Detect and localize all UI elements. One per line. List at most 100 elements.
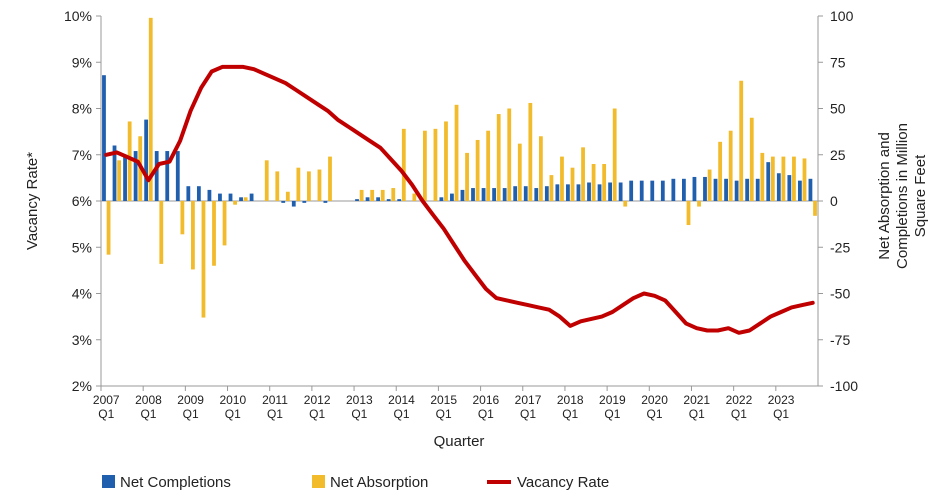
net-absorption-bar [591, 164, 596, 201]
net-completions-bar [797, 180, 802, 201]
x-tick-quarter-label: Q1 [183, 407, 199, 421]
net-completions-bar [291, 201, 296, 207]
x-tick-year-label: 2016 [473, 393, 500, 407]
net-completions-bar [597, 184, 602, 201]
net-completions-bar [534, 188, 539, 201]
net-completions-bar [228, 193, 233, 201]
net-absorption-bar [243, 197, 248, 201]
net-absorption-bar [191, 201, 195, 270]
x-tick-year-label: 2020 [641, 393, 668, 407]
y-right-tick-label: 25 [830, 147, 846, 163]
legend-swatch-net-completions [102, 475, 115, 488]
net-completions-bar [165, 151, 170, 201]
net-absorption-bar [222, 201, 227, 246]
net-completions-bar [745, 178, 750, 201]
net-absorption-bar [686, 201, 691, 226]
net-absorption-bar [264, 160, 269, 201]
net-completions-bar [323, 201, 328, 203]
x-tick-quarter-label: Q1 [140, 407, 156, 421]
y-left-tick-label: 3% [72, 332, 92, 348]
net-completions-bar [587, 182, 591, 201]
x-tick-year-label: 2022 [726, 393, 753, 407]
net-absorption-bar [307, 171, 311, 201]
net-completions-bar [566, 184, 570, 201]
net-completions-bar [175, 151, 180, 201]
x-tick-quarter-label: Q1 [562, 407, 578, 421]
legend-swatch-net-absorption [312, 475, 325, 488]
x-tick-quarter-label: Q1 [393, 407, 409, 421]
net-completions-bar [355, 199, 359, 201]
x-tick-quarter-label: Q1 [689, 407, 705, 421]
x-tick-year-label: 2018 [557, 393, 584, 407]
net-absorption-bar [581, 147, 585, 201]
x-tick-quarter-label: Q1 [731, 407, 747, 421]
net-completions-bar [660, 180, 665, 201]
y-right-tick-label: 100 [830, 8, 854, 24]
y-left-tick-label: 9% [72, 54, 92, 70]
net-absorption-bar [486, 130, 491, 201]
net-completions-bar [608, 182, 612, 201]
net-absorption-bar [697, 201, 701, 207]
net-completions-bar [460, 189, 465, 201]
x-tick-quarter-label: Q1 [225, 407, 241, 421]
x-tick-year-label: 2017 [515, 393, 542, 407]
x-tick-quarter-label: Q1 [604, 407, 620, 421]
net-absorption-bar [528, 102, 533, 201]
x-tick-year-label: 2014 [388, 393, 415, 407]
x-tick-quarter-label: Q1 [351, 407, 367, 421]
y-axis-right-title-line-2: Completions in Million [894, 123, 911, 269]
x-tick-year-label: 2013 [346, 393, 373, 407]
net-completions-bar [144, 119, 149, 201]
x-tick-year-label: 2012 [304, 393, 331, 407]
y-left-tick-label: 6% [72, 193, 92, 209]
net-completions-bar [639, 180, 644, 201]
net-completions-bar [544, 186, 549, 201]
net-absorption-bar [444, 121, 448, 201]
line-layer [104, 64, 815, 335]
net-absorption-bar [296, 167, 301, 201]
net-completions-bar [123, 154, 127, 201]
net-absorption-bar [602, 164, 607, 201]
net-absorption-bar [159, 201, 164, 264]
net-absorption-bar [285, 191, 290, 201]
net-completions-bar [650, 180, 655, 201]
net-completions-bar [471, 188, 475, 201]
y-axis-right-title-line-1: Net Absorption and [876, 132, 893, 260]
net-absorption-bar [370, 189, 375, 201]
net-completions-bar [692, 176, 697, 201]
net-completions-bar [154, 151, 159, 201]
net-absorption-bar [380, 189, 385, 201]
net-completions-bar [502, 188, 507, 201]
net-completions-bar [207, 189, 212, 201]
x-tick-quarter-label: Q1 [773, 407, 789, 421]
x-tick-year-label: 2011 [262, 393, 288, 407]
net-completions-bar [302, 201, 307, 203]
net-absorption-bar [760, 152, 765, 201]
net-absorption-bar [623, 201, 628, 207]
y-right-tick-label: -75 [830, 332, 850, 348]
net-completions-bar [492, 188, 497, 201]
net-completions-bar [555, 184, 560, 201]
net-completions-bar [249, 193, 254, 201]
net-completions-bar [671, 178, 676, 201]
net-absorption-bar [465, 152, 469, 201]
net-absorption-bar [728, 130, 733, 201]
net-completions-bar [397, 199, 402, 201]
y-left-tick-label: 7% [72, 147, 92, 163]
net-absorption-bar [201, 201, 206, 318]
net-completions-bar [439, 197, 444, 201]
net-completions-bar [218, 193, 222, 201]
net-absorption-bar [212, 201, 216, 266]
y-left-tick-label: 8% [72, 101, 92, 117]
net-completions-bar [239, 197, 243, 201]
net-completions-bar [713, 178, 718, 201]
net-absorption-bar [454, 104, 459, 201]
net-completions-bar [365, 197, 370, 201]
net-absorption-bar [117, 160, 122, 201]
net-completions-bar [281, 201, 286, 203]
x-tick-quarter-label: Q1 [267, 407, 283, 421]
y-right-tick-label: -100 [830, 378, 858, 394]
net-completions-bar [513, 186, 518, 201]
net-absorption-bar [127, 121, 132, 201]
